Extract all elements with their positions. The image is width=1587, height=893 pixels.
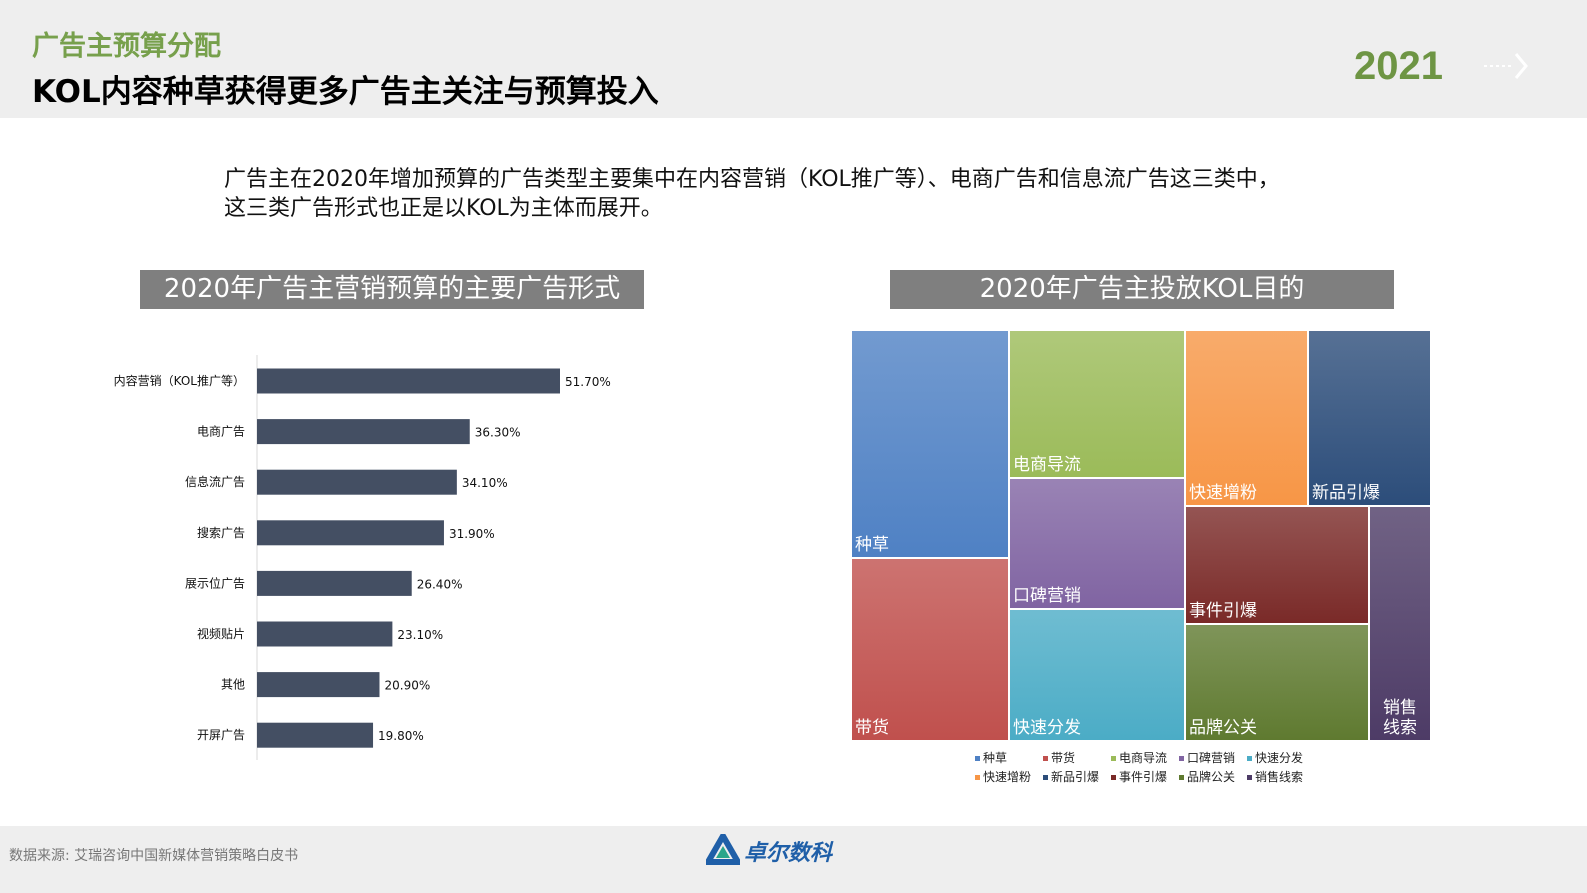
legend-item: 快速增粉	[975, 768, 1043, 785]
legend-swatch	[1043, 775, 1048, 780]
treemap-legend: 种草 带货 电商导流 口碑营销 快速分发快速增粉 新品引爆 事件引爆 品牌公关 销售线索	[975, 749, 1335, 785]
data-label: 31.90%	[449, 527, 495, 541]
legend-item: 带货	[1043, 749, 1111, 766]
treemap-cell: 快速分发	[1009, 609, 1185, 741]
legend-label: 销售线索	[1255, 770, 1304, 784]
legend-item: 品牌公关	[1179, 768, 1247, 785]
year-label: 2021	[1354, 44, 1443, 88]
category-label: 搜索广告	[197, 525, 245, 540]
category-label: 内容营销（KOL推广等）	[114, 373, 245, 388]
logo: 卓尔数科	[706, 834, 832, 868]
bar	[257, 570, 412, 596]
legend-item: 新品引爆	[1043, 768, 1111, 785]
bar	[257, 419, 470, 445]
legend-swatch	[975, 756, 980, 761]
treemap-title: 2020年广告主投放KOL目的	[890, 270, 1394, 309]
bar	[257, 368, 560, 394]
legend-label: 电商导流	[1119, 751, 1168, 765]
legend-label: 品牌公关	[1187, 770, 1236, 784]
logo-icon	[706, 834, 740, 865]
legend-label: 种草	[983, 751, 1008, 765]
treemap-cell: 电商导流	[1009, 330, 1185, 478]
treemap-cell: 新品引爆	[1308, 330, 1431, 506]
bar	[257, 520, 444, 546]
legend-swatch	[1111, 756, 1116, 761]
treemap-cell: 销售 线索	[1369, 506, 1431, 741]
description: 广告主在2020年增加预算的广告类型主要集中在内容营销（KOL推广等）、电商广告…	[224, 167, 1280, 221]
legend-label: 快速增粉	[983, 770, 1032, 784]
treemap-cell: 种草	[851, 330, 1009, 558]
treemap: 种草 带货 电商导流 口碑营销 快速分发 快速增粉 新品引爆 事件引爆 品牌公关 销售 线索	[851, 330, 1431, 741]
data-label: 51.70%	[565, 375, 611, 389]
data-label: 36.30%	[475, 426, 521, 440]
bar	[257, 621, 393, 647]
legend-item: 销售线索	[1247, 768, 1315, 785]
data-label: 26.40%	[417, 577, 463, 591]
bar-chart: 内容营销（KOL推广等） 51.70% 电商广告 36.30% 信息流广告 34.10% 搜…	[114, 355, 611, 760]
data-label: 23.10%	[397, 628, 443, 642]
bar	[257, 672, 380, 698]
category-label: 电商广告	[197, 424, 245, 439]
data-label: 34.10%	[462, 476, 508, 490]
bar-chart-title: 2020年广告主营销预算的主要广告形式	[140, 270, 644, 309]
legend-swatch	[1111, 775, 1116, 780]
logo-text: 卓尔数科	[744, 841, 833, 866]
category-label: 其他	[221, 678, 245, 692]
treemap-cell: 品牌公关	[1185, 624, 1369, 741]
legend-label: 带货	[1051, 751, 1076, 765]
legend-swatch	[1179, 756, 1184, 761]
legend-swatch	[1247, 775, 1252, 780]
legend-item: 快速分发	[1247, 749, 1315, 766]
legend-item: 种草	[975, 749, 1043, 766]
category-label: 信息流广告	[185, 474, 245, 489]
legend-swatch	[1179, 775, 1184, 780]
treemap-cell: 快速增粉	[1185, 330, 1308, 506]
category-label: 视频贴片	[197, 626, 245, 641]
data-source: 数据来源: 艾瑞咨询中国新媒体营销策略白皮书	[9, 848, 299, 864]
category-label: 展示位广告	[185, 575, 245, 590]
bar	[257, 722, 374, 748]
legend-item: 口碑营销	[1179, 749, 1247, 766]
legend-label: 新品引爆	[1051, 770, 1100, 784]
next-arrow-icon[interactable]	[1480, 48, 1530, 84]
bar	[257, 469, 457, 495]
treemap-cell: 事件引爆	[1185, 506, 1369, 624]
legend-label: 口碑营销	[1187, 751, 1236, 765]
legend-swatch	[1247, 756, 1252, 761]
footer	[0, 826, 1587, 893]
header	[0, 0, 1587, 118]
legend-item: 电商导流	[1111, 749, 1179, 766]
page-title: KOL内容种草获得更多广告主关注与预算投入	[32, 74, 659, 110]
legend-swatch	[975, 775, 980, 780]
category-label: 开屏广告	[197, 728, 245, 742]
data-label: 19.80%	[378, 729, 424, 743]
section-subtitle: 广告主预算分配	[32, 31, 221, 62]
data-label: 20.90%	[384, 679, 430, 693]
legend-label: 快速分发	[1255, 751, 1304, 765]
legend-item: 事件引爆	[1111, 768, 1179, 785]
legend-swatch	[1043, 756, 1048, 761]
legend-label: 事件引爆	[1119, 770, 1168, 784]
treemap-cell: 口碑营销	[1009, 478, 1185, 609]
treemap-cell: 带货	[851, 558, 1009, 741]
